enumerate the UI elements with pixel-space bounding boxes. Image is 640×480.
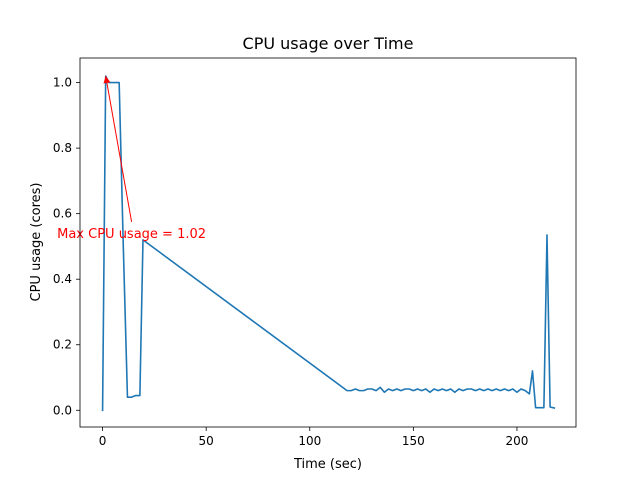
data-point [553, 407, 555, 409]
data-point [350, 390, 352, 392]
data-point [429, 391, 431, 393]
y-tick-label: 0.0 [53, 403, 72, 417]
data-point [421, 390, 423, 392]
data-point [520, 388, 522, 390]
data-point [495, 388, 497, 390]
series-layer [101, 75, 556, 412]
data-point [408, 388, 410, 390]
data-point [546, 234, 548, 236]
chart-title: CPU usage over Time [243, 34, 414, 53]
data-point [543, 407, 545, 409]
x-tick-label: 100 [298, 434, 321, 448]
y-axis-label: CPU usage (cores) [29, 183, 44, 302]
data-point [532, 370, 534, 372]
y-tick-label: 0.8 [53, 141, 72, 155]
data-point [483, 390, 485, 392]
data-point [433, 388, 435, 390]
data-point [491, 390, 493, 392]
series-line-0 [101, 75, 556, 412]
data-point [123, 246, 125, 248]
data-point [425, 388, 427, 390]
x-ticks: 0 50 100 150 200 [99, 427, 528, 448]
data-point [446, 390, 448, 392]
data-point [524, 390, 526, 392]
data-point [346, 390, 348, 392]
data-point [475, 390, 477, 392]
data-point [466, 388, 468, 390]
annotation-label: Max CPU usage = 1.02 [57, 227, 206, 242]
data-point [529, 393, 531, 395]
data-point [549, 406, 551, 408]
data-point [413, 390, 415, 392]
data-point [359, 390, 361, 392]
data-point [479, 388, 481, 390]
data-point [458, 388, 460, 390]
data-point [111, 82, 113, 84]
data-point [102, 409, 104, 411]
x-axis-label: Time (sec) [293, 457, 362, 472]
data-point [131, 396, 133, 398]
x-tick-label: 150 [402, 434, 425, 448]
y-ticks: 0.0 0.2 0.4 0.6 0.8 1.0 [53, 76, 80, 417]
x-tick-label: 50 [199, 434, 214, 448]
data-point [487, 388, 489, 390]
data-point [442, 388, 444, 390]
data-point [504, 388, 506, 390]
annotation-arrow-head [103, 76, 111, 84]
data-point [450, 388, 452, 390]
data-point [539, 407, 541, 409]
data-point [437, 390, 439, 392]
annotation-layer: Max CPU usage = 1.02 [57, 75, 206, 242]
data-point [388, 388, 390, 390]
data-point [400, 390, 402, 392]
data-point [127, 396, 129, 398]
data-point [462, 390, 464, 392]
data-point [500, 390, 502, 392]
data-point [118, 82, 120, 84]
data-point [392, 390, 394, 392]
data-point [375, 390, 377, 392]
plot-frame [79, 57, 577, 428]
data-point [535, 407, 537, 409]
data-point [379, 387, 381, 389]
y-tick-label: 0.6 [53, 207, 72, 221]
y-tick-label: 0.2 [53, 338, 72, 352]
data-point [367, 388, 369, 390]
data-point [454, 391, 456, 393]
data-point [417, 388, 419, 390]
data-point [396, 388, 398, 390]
data-point [508, 390, 510, 392]
x-tick-label: 0 [99, 434, 107, 448]
data-point [355, 388, 357, 390]
y-tick-label: 1.0 [53, 76, 72, 90]
data-point [384, 391, 386, 393]
data-point [471, 388, 473, 390]
data-point [135, 395, 137, 397]
data-point [512, 388, 514, 390]
data-point [516, 391, 518, 393]
data-point [139, 395, 141, 397]
data-point [114, 82, 116, 84]
data-point [404, 388, 406, 390]
data-point [371, 388, 373, 390]
data-point [363, 390, 365, 392]
x-tick-label: 200 [505, 434, 528, 448]
y-tick-label: 0.4 [53, 272, 72, 286]
plot-area [80, 58, 576, 427]
annotation-arrow-shaft [105, 75, 133, 222]
